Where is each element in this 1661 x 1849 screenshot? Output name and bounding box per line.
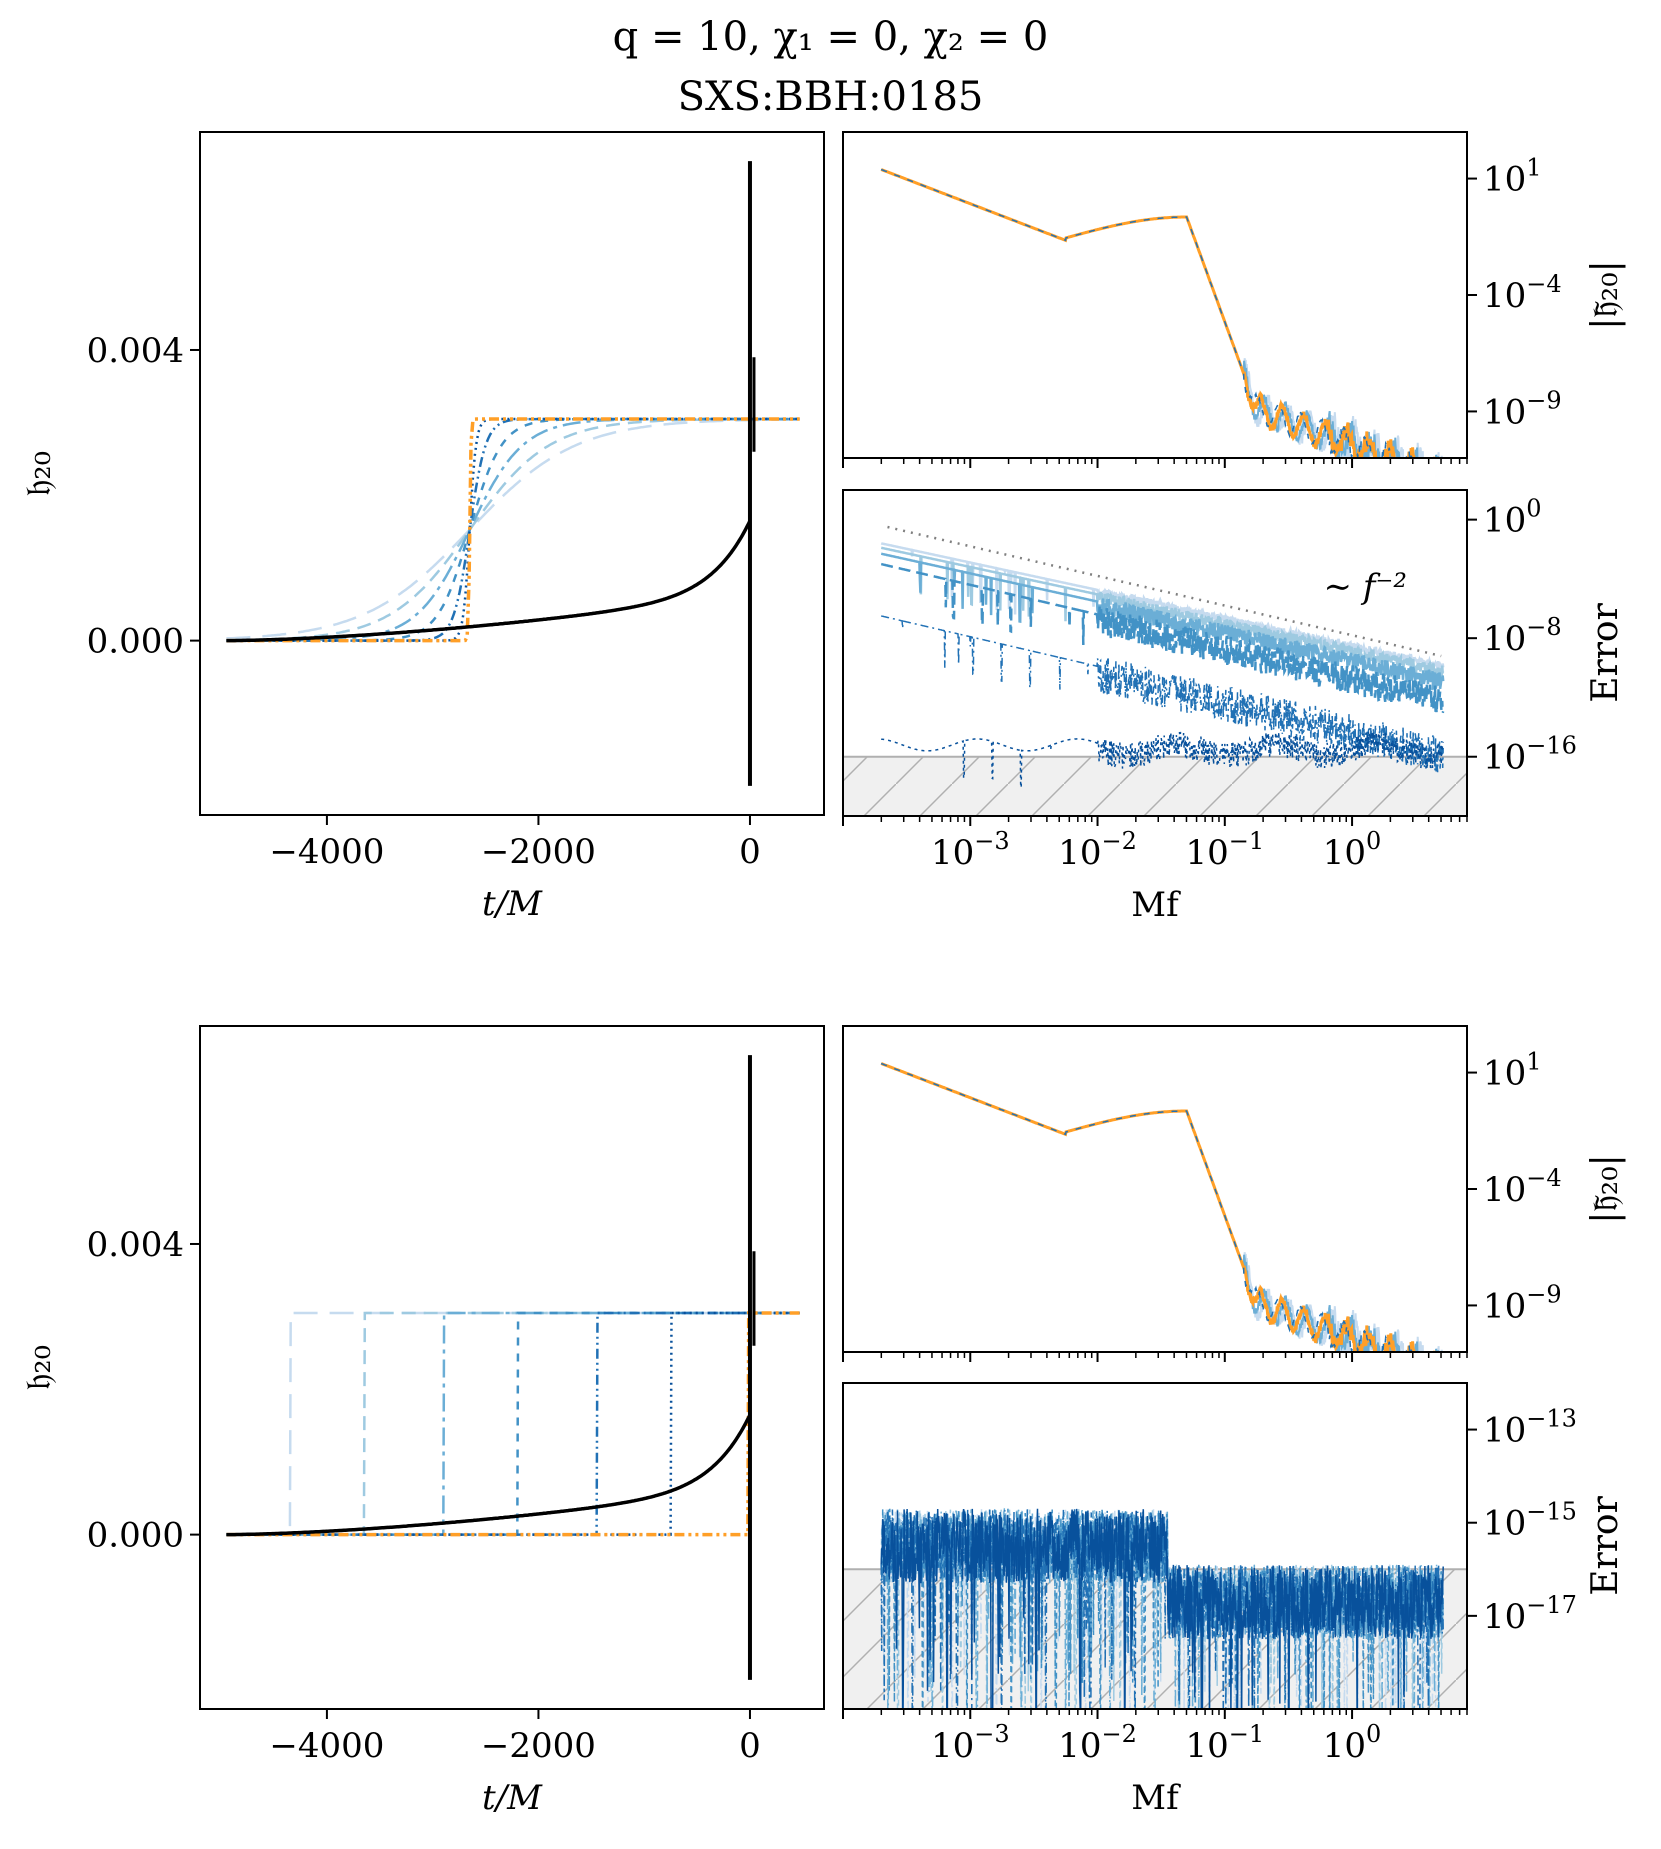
y-tick-label: 0.004 [87,331,184,371]
x-tick-label: 10−1 [1185,1720,1264,1766]
x-tick-label: 10−2 [1058,1720,1137,1766]
orange-series [226,1311,800,1537]
x-tick-label: −4000 [269,1726,384,1766]
x-tick-label: 10−2 [1058,827,1137,873]
memory-waveform [226,519,752,643]
step-series-6 [226,1311,800,1536]
taper-series-5 [226,417,800,642]
top-freq-error-plot [843,525,1467,816]
bottom-freq-error-frame [842,1382,1468,1710]
f-minus-2-guide [887,525,1442,658]
memory-waveform [226,1413,752,1537]
y-axis-label: |𝔥̃₂₀| [1585,1154,1626,1224]
x-tick-label: 10−3 [931,1720,1010,1766]
y-tick-label: 10−9 [1483,386,1562,432]
step-series-5 [226,1311,800,1536]
y-axis-label: 𝔥₂₀ [18,451,59,496]
x-tick-label: 0 [739,1726,761,1766]
error-series-3 [880,552,1445,692]
y-tick-label: 10−16 [1483,732,1577,778]
x-tick-label: −2000 [481,1726,596,1766]
bottom-time-plot [226,1055,800,1680]
taper-series-2 [226,417,800,642]
top-freq-error-frame [842,489,1468,817]
y-tick-label: 0.000 [87,622,184,662]
x-axis-label: Mf [1131,1778,1181,1818]
top-time-plot [226,161,800,786]
bottom-freq-error-plot [843,1506,1467,1709]
y-tick-label: 0.000 [87,1516,184,1556]
figure-title: q = 10, χ₁ = 0, χ₂ = 0 [612,14,1049,60]
y-tick-label: 10−13 [1483,1405,1577,1451]
step-series-1 [226,1311,800,1536]
orange-series [226,417,800,643]
step-series-4 [226,1311,800,1536]
x-tick-label: 10−1 [1185,827,1264,873]
step-series-2 [226,1311,800,1536]
taper-series-4 [226,417,800,642]
spectrum-series-dark [880,168,1413,458]
bottom-freq-amp-frame [842,1025,1468,1353]
y-tick-label: 10−9 [1483,1280,1562,1326]
y-tick-label: 10−15 [1483,1498,1577,1544]
x-tick-label: −2000 [481,832,596,872]
top-freq-amp-frame [842,131,1468,459]
y-tick-label: 10−17 [1483,1591,1577,1637]
f-minus-2-annotation: ∼ f⁻² [1324,567,1407,607]
error-series-4 [880,562,1445,714]
figure-subtitle: SXS:BBH:0185 [677,74,984,120]
x-axis-label: t/M [482,1778,543,1818]
error-series-6 [880,1508,1444,1709]
y-tick-label: 10−4 [1483,270,1562,316]
top-time-frame [199,131,825,816]
x-tick-label: 0 [739,832,761,872]
spectrum-series-dark [880,1062,1413,1352]
y-tick-label: 101 [1483,154,1542,200]
step-series-3 [226,1311,800,1536]
y-tick-label: 101 [1483,1048,1542,1094]
x-axis-label: t/M [482,884,543,924]
x-axis-label: Mf [1131,885,1181,925]
taper-series-6 [226,417,800,642]
precision-floor-region [843,756,1467,816]
top-freq-amp-plot [880,168,1443,458]
y-axis-label: Error [1585,1495,1626,1595]
bottom-freq-amp-plot [880,1062,1443,1352]
bottom-time-frame [199,1025,825,1710]
y-axis-label: 𝔥₂₀ [18,1345,59,1390]
x-tick-label: 10−3 [931,827,1010,873]
y-axis-label: Error [1585,602,1626,702]
y-tick-label: 10−8 [1483,613,1562,659]
y-tick-label: 10−4 [1483,1164,1562,1210]
y-tick-label: 0.004 [87,1225,184,1265]
x-tick-label: −4000 [269,832,384,872]
y-tick-label: 100 [1483,495,1542,541]
x-tick-label: 100 [1323,1720,1382,1766]
y-axis-label: |𝔥̃₂₀| [1585,260,1626,330]
taper-series-3 [226,417,800,642]
x-tick-label: 100 [1323,827,1382,873]
error-series-6 [881,731,1444,789]
taper-series-1 [226,418,800,640]
